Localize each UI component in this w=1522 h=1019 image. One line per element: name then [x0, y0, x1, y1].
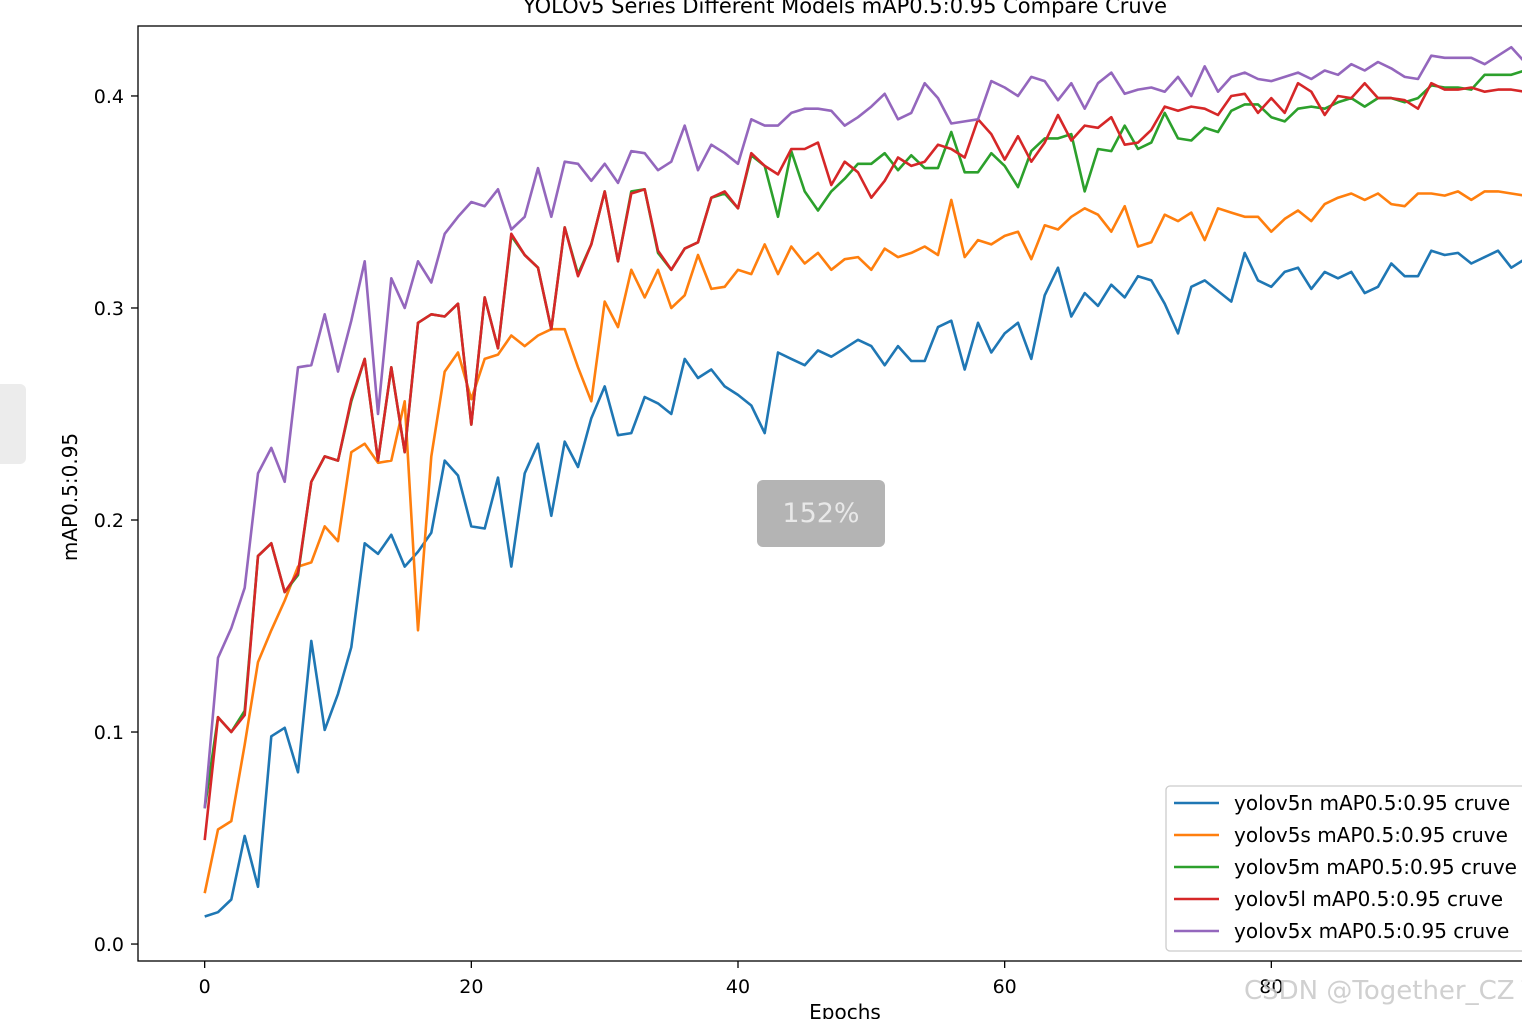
series-line-4 [203, 81, 1522, 841]
x-tick-label: 20 [459, 976, 483, 998]
legend-label-1: yolov5n mAP0.5:0.95 cruve [1234, 791, 1510, 815]
x-axis-label: Epochs [809, 1000, 881, 1019]
legend-box [1165, 785, 1522, 952]
y-tick-label: 0.3 [94, 298, 124, 320]
chart-title: YOLOv5 Series Different Models mAP0.5:0.… [522, 0, 1167, 18]
x-tick-label: 40 [726, 976, 750, 998]
series-line-2 [203, 190, 1522, 894]
legend: yolov5n mAP0.5:0.95 cruve yolov5s mAP0.5:… [1165, 785, 1522, 952]
y-axis: 0.0 0.1 0.2 0.3 0.4 [94, 86, 138, 956]
y-tick-label: 0.4 [94, 86, 124, 108]
legend-label-5: yolov5x mAP0.5:0.95 cruve [1234, 919, 1509, 943]
y-axis-label: mAP0.5:0.95 [58, 433, 82, 561]
x-tick-label: 0 [199, 976, 211, 998]
x-tick-label: 80 [1259, 976, 1283, 998]
zoom-level-badge: 152% [757, 480, 885, 547]
legend-label-2: yolov5s mAP0.5:0.95 cruve [1234, 823, 1508, 847]
y-tick-label: 0.2 [94, 510, 124, 532]
x-tick-label: 60 [993, 976, 1017, 998]
watermark: CSDN @Together_CZ [1244, 976, 1515, 1006]
x-axis: 0 20 40 60 80 100 [199, 961, 1522, 998]
series-line-5 [203, 45, 1522, 809]
y-tick-label: 0.0 [94, 934, 124, 956]
plot-frame [137, 25, 1522, 962]
legend-label-4: yolov5l mAP0.5:0.95 cruve [1234, 887, 1503, 911]
side-drawer-tab[interactable] [0, 384, 26, 464]
x-tick-label: 100 [1520, 976, 1522, 998]
series-lines [203, 45, 1522, 918]
y-tick-label: 0.1 [94, 722, 124, 744]
legend-label-3: yolov5m mAP0.5:0.95 cruve [1234, 855, 1517, 879]
